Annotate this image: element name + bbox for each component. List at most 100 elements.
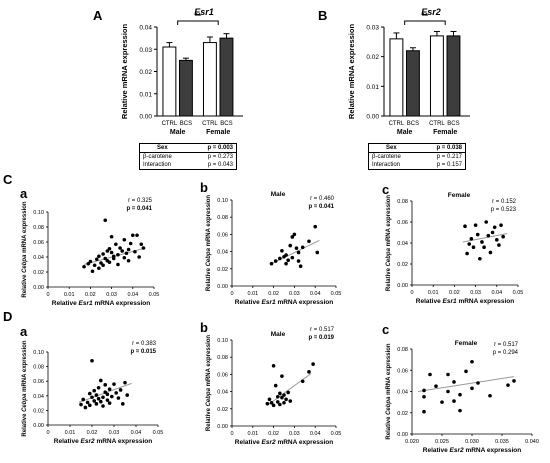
gene-name: Cebpa (22, 393, 28, 412)
group-label: Male (397, 129, 413, 136)
x-tick-label: 0.030 (465, 439, 479, 445)
x-tick-label: 0.01 (65, 430, 76, 436)
data-point (452, 380, 456, 384)
axis-label-part: mRNA expression (457, 298, 515, 305)
data-point (290, 255, 295, 260)
chart-title: Esr1 (194, 7, 214, 17)
significance-bracket (177, 20, 219, 25)
stats-value: p = 0.038 (436, 145, 462, 151)
data-point (88, 391, 92, 396)
data-point (96, 385, 101, 390)
panel-label-Dc: c (382, 322, 390, 337)
y-tick-label: 0.00 (217, 284, 228, 290)
x-axis-label: Relative Esr1 mRNA expression (416, 298, 514, 305)
data-point (125, 393, 129, 397)
x-tick-label: 0.01 (428, 290, 439, 296)
data-point (294, 246, 299, 250)
data-point (284, 253, 288, 257)
data-point (467, 242, 472, 246)
axis-label-part: mRNA expression (464, 447, 522, 454)
data-point (307, 370, 311, 374)
x-axis-label: Relative Esr2 mRNA expression (54, 438, 152, 445)
axis-label-part: mRNA expression (206, 195, 212, 248)
stats-row: β-carotene p = 0.217 (369, 153, 465, 161)
group-label: Female (433, 129, 457, 136)
panel-label-B: B (318, 8, 328, 23)
trend-line (462, 233, 508, 243)
data-point (458, 408, 462, 413)
data-point (300, 245, 305, 250)
data-point (103, 390, 107, 394)
panel-label-C: C (3, 172, 13, 187)
axis-label-part: Relative (52, 300, 79, 307)
y-axis-label: Relative Cebpa mRNA expression (22, 340, 28, 436)
axis-label-part: Relative (386, 266, 392, 291)
y-tick-label: 0.04 (217, 390, 228, 396)
y-axis-label: Relative Cebpa mRNA expression (386, 195, 392, 291)
data-point (88, 259, 93, 264)
data-point (116, 396, 121, 400)
data-point (82, 264, 86, 269)
y-tick-label: 0.04 (33, 394, 44, 400)
axis-label-part: Relative (416, 298, 443, 305)
data-point (471, 245, 476, 249)
data-point (103, 383, 107, 387)
data-point (488, 250, 493, 255)
correlation-r: r = 0.517 (310, 327, 335, 333)
data-point (86, 261, 91, 266)
gene-name: Esr2 (262, 439, 276, 446)
data-point (79, 402, 83, 407)
data-point (275, 394, 280, 399)
data-point (273, 383, 278, 388)
stats-value: p = 0.157 (436, 162, 462, 168)
bar (429, 35, 444, 117)
x-tick-label: 0 (410, 290, 413, 296)
data-point (469, 237, 474, 241)
data-point (446, 372, 450, 377)
data-point (114, 391, 118, 395)
data-point (107, 387, 112, 392)
stats-row: Sex p = 0.003 (140, 144, 236, 153)
data-point (85, 400, 90, 405)
stats-row: β-carotene p = 0.273 (140, 153, 236, 161)
data-point (422, 395, 426, 399)
data-point (133, 249, 137, 254)
data-point (99, 399, 103, 404)
data-point (135, 233, 139, 238)
x-tick-label: BCS (180, 121, 192, 127)
data-point (103, 218, 108, 223)
bar (446, 35, 461, 117)
x-tick-label: CTRL (202, 121, 218, 127)
data-point (81, 397, 85, 402)
y-tick-label: 0.02 (217, 267, 228, 273)
correlation-p: p = 0.294 (493, 350, 519, 356)
gene-name: Esr1 (443, 298, 457, 305)
data-point (484, 220, 489, 224)
data-point (296, 259, 301, 263)
data-point (280, 395, 284, 400)
data-point (492, 225, 497, 230)
data-point (311, 362, 315, 366)
y-tick-label: 0.08 (33, 365, 44, 371)
data-point (90, 269, 95, 274)
stats-row: Sex p = 0.038 (369, 144, 465, 153)
correlation-p: p = 0.523 (491, 207, 517, 213)
x-tick-label: 0.035 (495, 439, 509, 445)
data-point (109, 234, 114, 239)
stats-label: β-carotene (143, 154, 172, 160)
data-point (96, 396, 101, 401)
x-tick-label: 0.01 (247, 431, 258, 437)
data-point (282, 400, 286, 405)
data-point (499, 223, 503, 227)
y-tick-label: 0.00 (139, 114, 152, 121)
chart-title: Male (271, 191, 286, 198)
stats-label: Interaction (143, 162, 172, 168)
gene-name: Cebpa (386, 247, 392, 266)
y-tick-label: 0.08 (217, 355, 228, 361)
data-point (463, 224, 467, 228)
data-point (97, 254, 101, 259)
data-point (111, 254, 116, 259)
data-point (307, 239, 311, 244)
gene-name: Esr2 (81, 438, 95, 445)
chart-title: Male (271, 331, 286, 338)
